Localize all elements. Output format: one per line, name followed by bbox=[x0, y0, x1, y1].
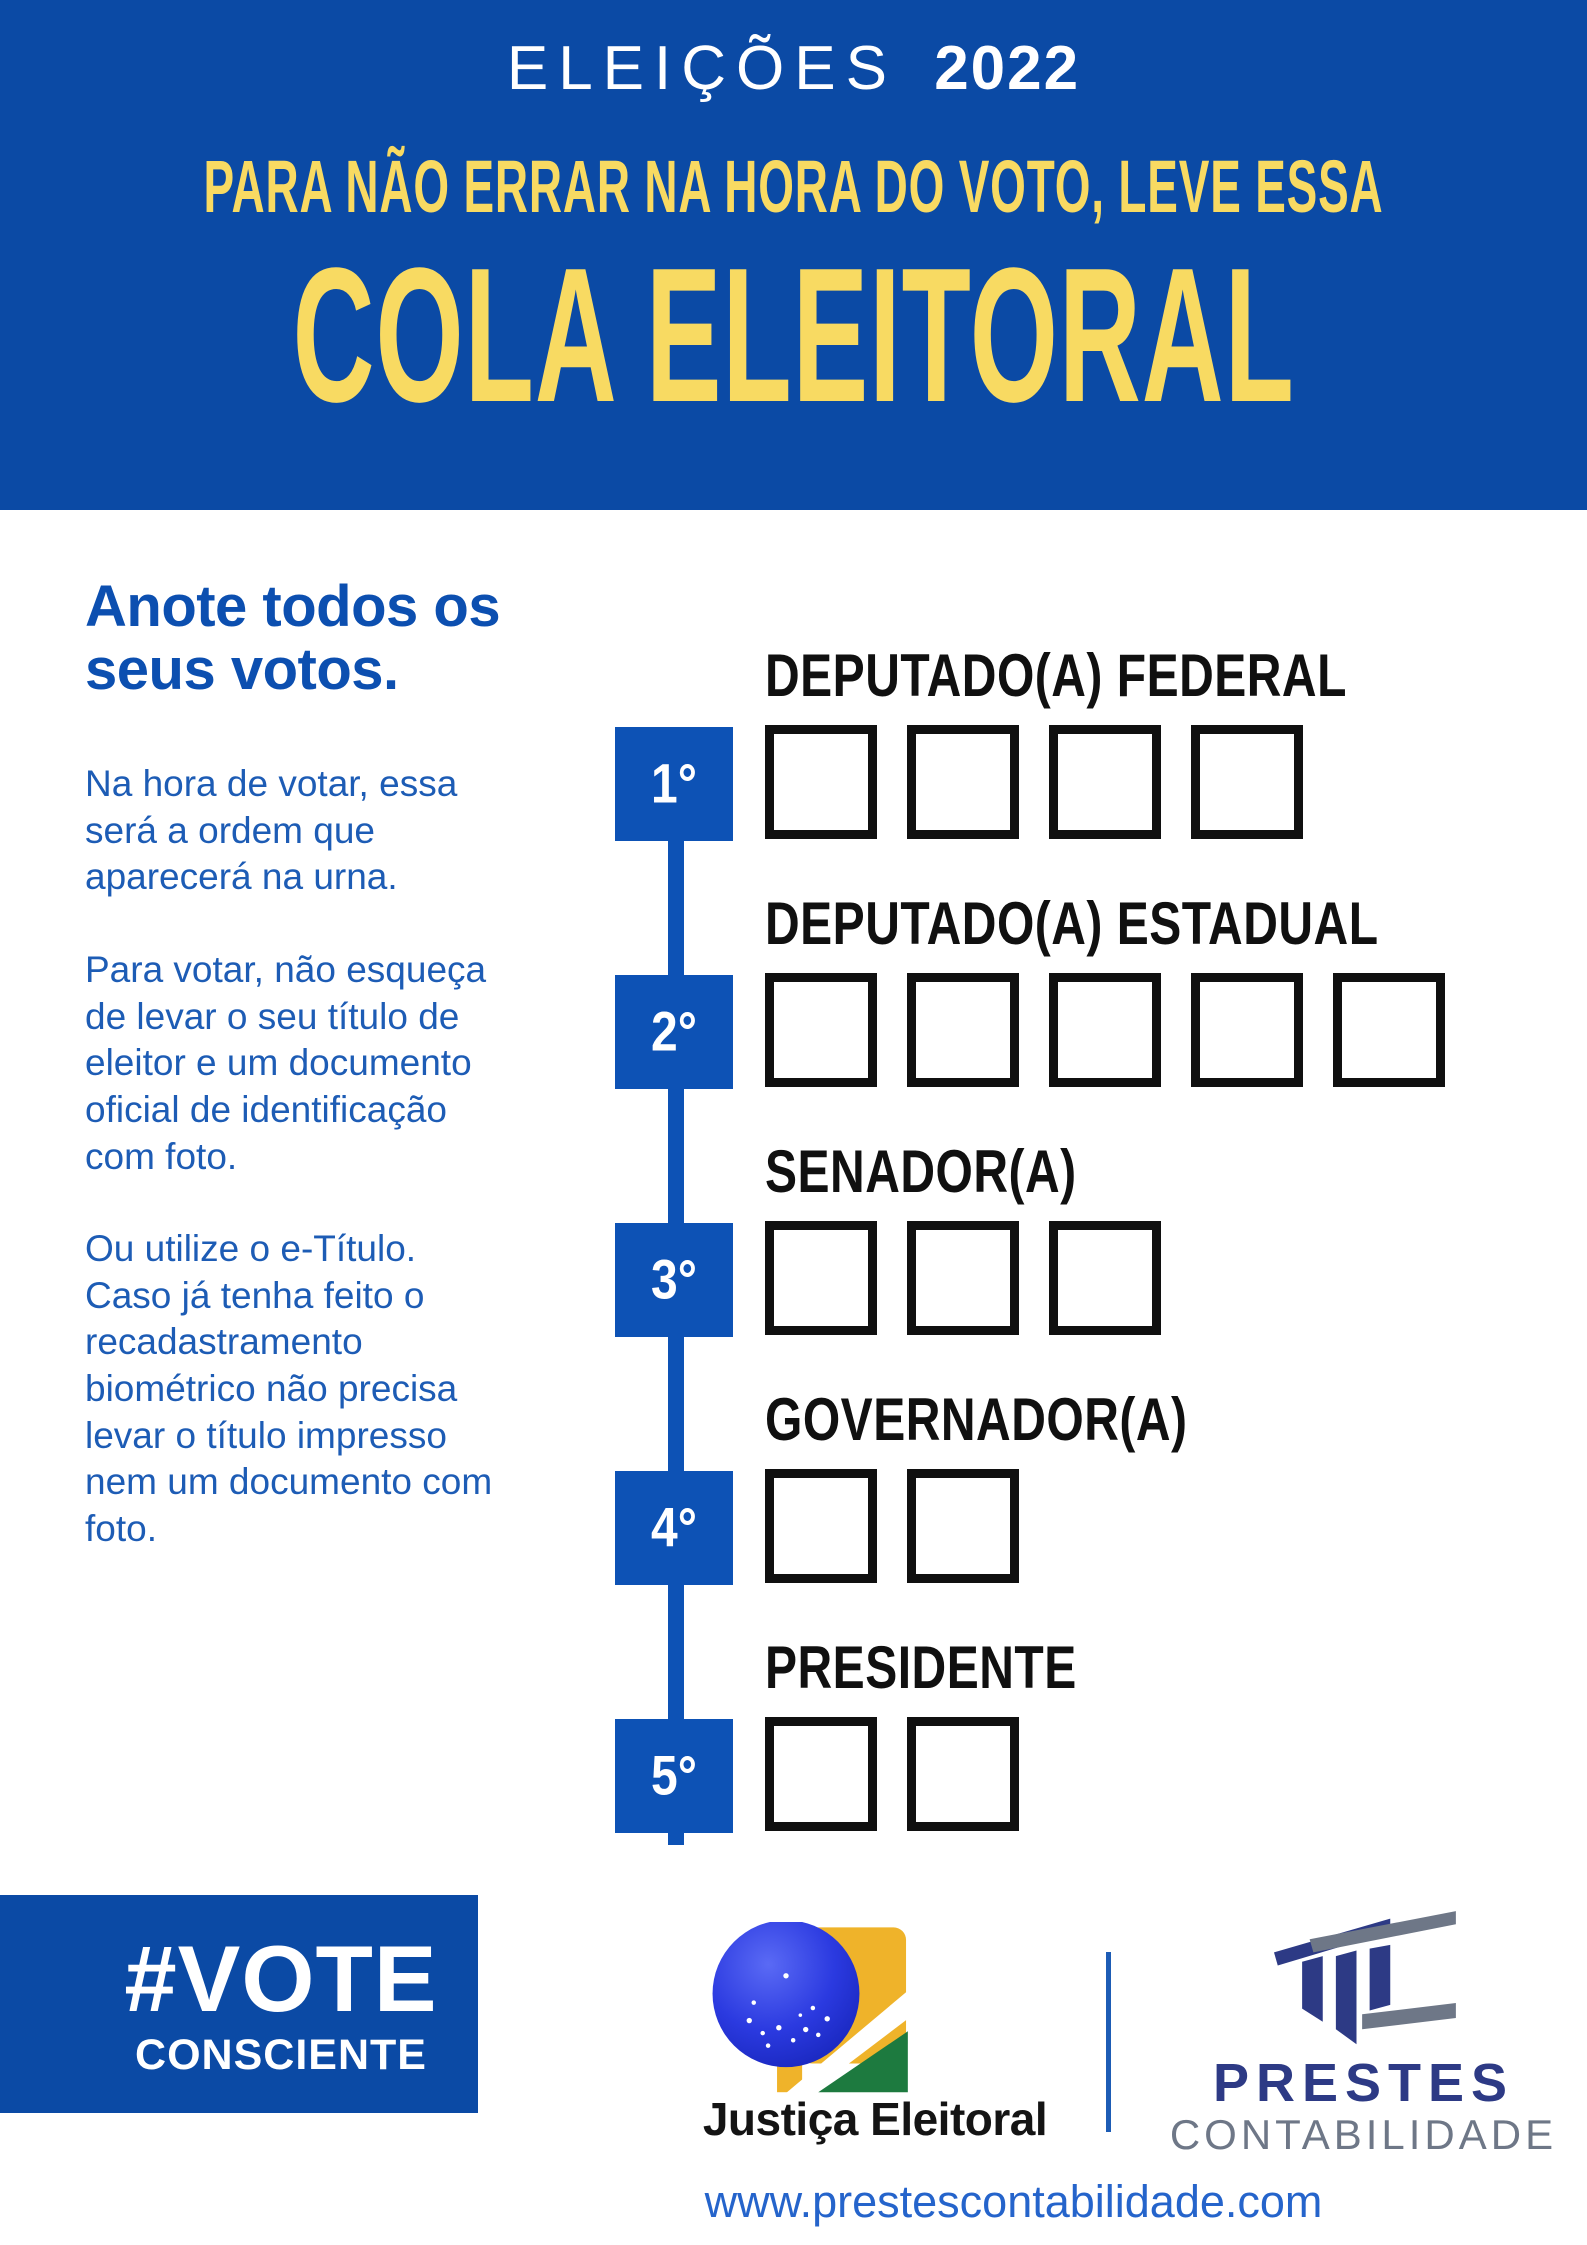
step-order-label: 5° bbox=[651, 1745, 697, 1807]
footer-divider bbox=[1106, 1952, 1111, 2132]
page-title: COLA ELEITORAL bbox=[292, 228, 1295, 442]
digit-box[interactable] bbox=[1049, 1221, 1161, 1335]
elections-year: 2022 bbox=[934, 34, 1081, 103]
elections-word: ELEIÇÕES bbox=[506, 34, 897, 103]
digit-box[interactable] bbox=[1191, 973, 1303, 1087]
digit-box[interactable] bbox=[765, 725, 877, 839]
step-badge: 3° bbox=[615, 1223, 733, 1337]
step-order-label: 2° bbox=[651, 1001, 697, 1063]
hashtag-vote-text: #VOTE bbox=[124, 1925, 438, 2031]
office-heading: SENADOR(A) bbox=[765, 1139, 1077, 1206]
step-badge: 1° bbox=[615, 727, 733, 841]
step-order-label: 3° bbox=[651, 1249, 697, 1311]
digit-box[interactable] bbox=[765, 1717, 877, 1831]
digit-row bbox=[765, 725, 1303, 839]
banner-subtitle: PARA NÃO ERRAR NA HORA DO VOTO, LEVE ESS… bbox=[203, 144, 1384, 228]
office-heading: GOVERNADOR(A) bbox=[765, 1387, 1188, 1454]
step-order-label: 4° bbox=[651, 1497, 697, 1559]
digit-box[interactable] bbox=[765, 973, 877, 1087]
logo-green-triangle bbox=[818, 2031, 908, 2093]
step-badge: 5° bbox=[615, 1719, 733, 1833]
prestes-logo-block: PRESTES CONTABILIDADE bbox=[1140, 1898, 1587, 2156]
step-badge: 4° bbox=[615, 1471, 733, 1585]
digit-box[interactable] bbox=[1049, 973, 1161, 1087]
prestes-subtitle: CONTABILIDADE bbox=[1169, 2111, 1558, 2158]
globe-icon bbox=[712, 1922, 860, 2068]
step-badge: 2° bbox=[615, 975, 733, 1089]
digit-row bbox=[765, 1717, 1019, 1831]
consciente-text: CONSCIENTE bbox=[135, 2030, 427, 2079]
digit-box[interactable] bbox=[907, 1221, 1019, 1335]
vote-consciente-box: #VOTE CONSCIENTE bbox=[0, 1895, 478, 2113]
header-banner: ELEIÇÕES 2022 PARA NÃO ERRAR NA HORA DO … bbox=[0, 0, 1587, 510]
digit-box[interactable] bbox=[1049, 725, 1161, 839]
elections-year-line: ELEIÇÕES 2022 bbox=[0, 38, 1587, 100]
justica-eleitoral-logo-icon bbox=[712, 1922, 915, 2094]
digit-box[interactable] bbox=[765, 1469, 877, 1583]
digit-box[interactable] bbox=[1333, 973, 1445, 1087]
digit-box[interactable] bbox=[907, 725, 1019, 839]
intro-paragraph: Para votar, não esqueça de levar o seu t… bbox=[85, 949, 487, 1177]
step-order-label: 1° bbox=[651, 753, 697, 815]
prestes-name: PRESTES bbox=[1212, 2053, 1515, 2113]
justica-eleitoral-label: Justiça Eleitoral bbox=[702, 2093, 1048, 2145]
office-heading: PRESIDENTE bbox=[765, 1635, 1077, 1702]
digit-box[interactable] bbox=[907, 973, 1019, 1087]
digit-box[interactable] bbox=[765, 1221, 877, 1335]
digit-box[interactable] bbox=[907, 1469, 1019, 1583]
intro-paragraph: Ou utilize o e-Título. Caso já tenha fei… bbox=[85, 1228, 493, 1549]
website-link[interactable]: www.prestescontabilidade.com bbox=[704, 2176, 1323, 2227]
intro-paragraph: Na hora de votar, essa será a ordem que … bbox=[85, 763, 458, 898]
prestes-columns-icon bbox=[1273, 1911, 1456, 2045]
digit-row bbox=[765, 973, 1445, 1087]
digit-row bbox=[765, 1469, 1019, 1583]
digit-box[interactable] bbox=[907, 1717, 1019, 1831]
globe-stars bbox=[746, 1973, 830, 2048]
office-heading: DEPUTADO(A) ESTADUAL bbox=[765, 891, 1379, 958]
digit-row bbox=[765, 1221, 1161, 1335]
intro-column: Anote todos os seus votos. Na hora de vo… bbox=[85, 574, 555, 1598]
intro-heading: Anote todos os seus votos. bbox=[85, 574, 501, 702]
office-heading: DEPUTADO(A) FEDERAL bbox=[765, 643, 1347, 710]
digit-box[interactable] bbox=[1191, 725, 1303, 839]
